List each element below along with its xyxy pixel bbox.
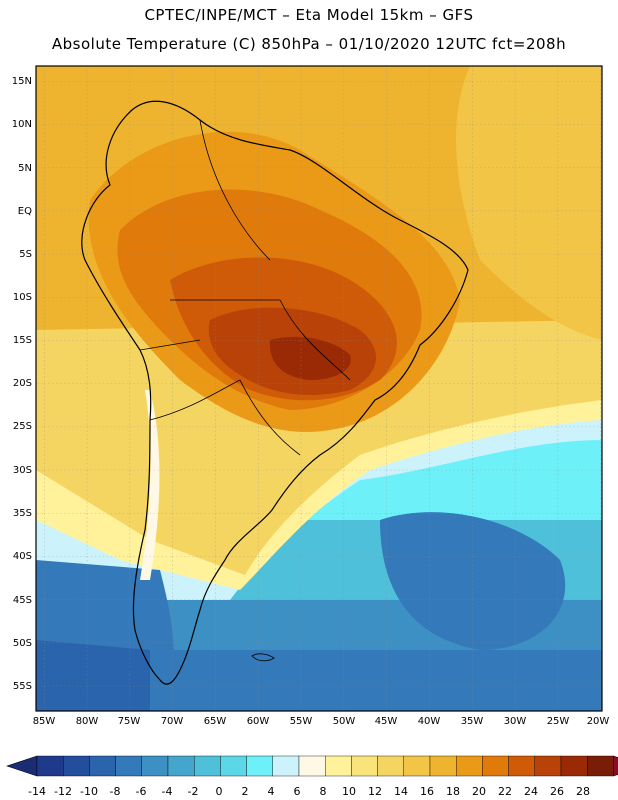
colorbar-swatch	[587, 755, 614, 777]
country-borders	[139, 119, 351, 456]
colorbar-swatch	[298, 755, 326, 777]
temperature-field	[36, 66, 602, 711]
colorbar-label: 28	[576, 785, 590, 798]
colorbar-label: 4	[267, 785, 275, 798]
colorbar-swatch	[377, 755, 405, 777]
colorbar-swatch	[456, 755, 483, 777]
lat-label: 5N	[18, 163, 32, 174]
colorbar-swatch	[246, 755, 274, 777]
colorbar-label: 14	[394, 785, 408, 798]
chart-title-line1: CPTEC/INPE/MCT – Eta Model 15km – GFS	[144, 6, 474, 24]
colorbar-under-arrow	[6, 755, 38, 777]
lon-label: 25W	[546, 716, 570, 727]
colorbar-label: -12	[54, 785, 72, 798]
colorbar-swatch	[351, 755, 378, 777]
lat-label: 25S	[12, 421, 32, 432]
colorbar-swatch	[272, 755, 300, 777]
colorbar-over-arrow	[613, 755, 618, 777]
lat-label: 50S	[12, 638, 32, 649]
colorbar-swatch	[89, 755, 116, 777]
colorbar-label: 12	[368, 785, 382, 798]
lon-label: 80W	[75, 716, 99, 727]
colorbar-swatch	[141, 755, 169, 777]
colorbar-swatch	[36, 755, 64, 777]
lon-label: 85W	[32, 716, 56, 727]
lat-label: 15N	[11, 76, 32, 87]
colorbar-swatch	[534, 755, 562, 777]
colorbar-label: -14	[28, 785, 46, 798]
colorbar-label: -6	[135, 785, 147, 798]
colorbar-swatch	[167, 755, 195, 777]
lat-label: 15S	[12, 335, 32, 346]
colorbar-swatch	[403, 755, 431, 777]
lon-label: 75W	[117, 716, 141, 727]
colorbar-label: -10	[80, 785, 98, 798]
lat-label: 30S	[12, 465, 32, 476]
colorbar-label: 2	[241, 785, 249, 798]
lat-label: 5S	[19, 249, 32, 260]
colorbar-swatch	[429, 755, 457, 777]
colorbar-swatch	[220, 755, 247, 777]
lat-label: 10N	[11, 119, 32, 130]
lon-label: 20W	[586, 716, 610, 727]
colorbar-swatch	[325, 755, 352, 777]
colorbar-swatch	[63, 755, 90, 777]
lat-label: 35S	[12, 508, 32, 519]
colorbar-label: -8	[109, 785, 121, 798]
lon-label: 70W	[160, 716, 184, 727]
colorbar-label: -2	[187, 785, 199, 798]
colorbar-label: 6	[293, 785, 301, 798]
lat-label: 40S	[12, 551, 32, 562]
colorbar-label: 22	[498, 785, 512, 798]
lon-label: 55W	[289, 716, 313, 727]
lon-label: 30W	[503, 716, 527, 727]
colorbar-label: 26	[550, 785, 564, 798]
colorbar-label: -4	[161, 785, 173, 798]
chart-title-line2: Absolute Temperature (C) 850hPa – 01/10/…	[51, 35, 567, 53]
lat-label: EQ	[17, 206, 32, 217]
colorbar-swatch	[115, 755, 142, 777]
lat-label: 20S	[12, 378, 32, 389]
lon-label: 35W	[460, 716, 484, 727]
colorbar-swatch	[482, 755, 509, 777]
coastline	[81, 100, 469, 685]
colorbar-label: 16	[420, 785, 434, 798]
lat-label: 10S	[12, 292, 32, 303]
colorbar-label: 0	[215, 785, 223, 798]
lat-label: 55S	[12, 681, 32, 692]
colorbar-label: 8	[319, 785, 327, 798]
colorbar-label: 20	[472, 785, 486, 798]
colorbar-swatch	[508, 755, 536, 777]
lon-label: 45W	[374, 716, 398, 727]
lon-label: 40W	[417, 716, 441, 727]
colorbar-label: 18	[446, 785, 460, 798]
lat-label: 45S	[12, 595, 32, 606]
lon-label: 60W	[246, 716, 270, 727]
lon-label: 50W	[332, 716, 356, 727]
colorbar-label: 24	[524, 785, 538, 798]
colorbar-swatch	[193, 755, 221, 777]
colorbar-swatch	[560, 755, 588, 777]
colorbar	[6, 755, 618, 777]
colorbar-label: 10	[342, 785, 356, 798]
lon-label: 65W	[203, 716, 227, 727]
map-frame	[35, 65, 603, 712]
